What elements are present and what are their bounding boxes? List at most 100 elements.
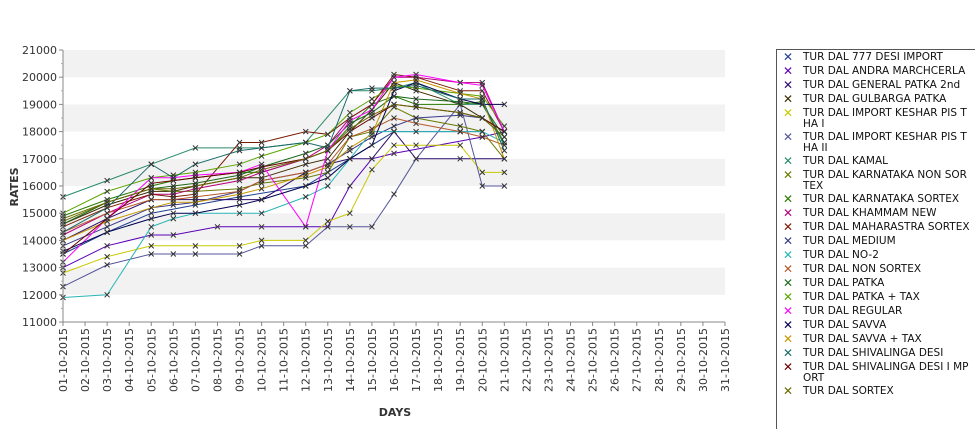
x-tick-label: 09-10-2015 <box>234 328 247 392</box>
data-point-marker <box>192 242 199 249</box>
legend-marker-icon: ✕ <box>782 106 794 120</box>
data-point-marker <box>479 115 486 121</box>
data-point-marker <box>104 253 110 260</box>
legend-item: ✕ TUR DAL SHIVALINGA DESI I MPORT <box>777 360 975 384</box>
data-point-marker <box>258 139 265 146</box>
legend-marker-icon: ✕ <box>782 384 794 398</box>
y-tick-label: 11000 <box>22 316 57 329</box>
data-point-marker <box>501 147 508 154</box>
y-tick-label: 17000 <box>22 153 57 166</box>
x-tick-label: 17-10-2015 <box>410 328 423 392</box>
legend-label: TUR DAL IMPORT KESHAR PIS THA I <box>803 107 967 130</box>
data-point-marker <box>391 79 397 86</box>
series-line <box>62 73 505 228</box>
legend-item: ✕ TUR DAL PATKA + TAX <box>777 290 975 304</box>
x-tick-label: 14-10-2015 <box>344 328 357 392</box>
data-point-marker <box>258 223 265 230</box>
data-point-marker <box>391 115 397 121</box>
data-point-marker <box>347 126 353 132</box>
legend-item: ✕ TUR DAL KAMAL <box>777 154 975 168</box>
data-point-marker <box>258 210 265 217</box>
legend-item: ✕ TUR DAL KHAMMAM NEW <box>777 206 975 220</box>
data-point-marker <box>148 210 155 217</box>
data-point-marker <box>148 174 155 181</box>
data-point-marker <box>302 242 309 249</box>
data-point-marker <box>236 147 243 154</box>
data-point-marker <box>236 196 243 203</box>
data-point-marker <box>457 79 464 86</box>
x-tick-label: 28-10-2015 <box>653 328 666 392</box>
data-point-marker <box>302 128 309 135</box>
legend-marker-icon: ✕ <box>782 262 794 276</box>
legend-label: TUR DAL KAMAL <box>803 155 888 167</box>
legend-item: ✕ TUR DAL GENERAL PATKA 2nd <box>777 78 975 92</box>
data-point-marker <box>369 155 375 162</box>
series-line <box>62 95 505 225</box>
data-point-marker <box>236 169 243 176</box>
data-point-marker <box>258 153 265 159</box>
data-point-marker <box>192 210 199 217</box>
data-point-marker <box>501 128 508 135</box>
data-point-marker <box>104 215 110 222</box>
series-line <box>62 117 505 233</box>
grid-band <box>63 158 725 186</box>
legend-label: TUR DAL MEDIUM <box>803 235 896 247</box>
x-tick-label: 12-10-2015 <box>300 328 313 392</box>
x-tick-label: 19-10-2015 <box>454 328 467 392</box>
y-tick-label: 16000 <box>22 180 57 193</box>
data-point-marker <box>214 223 221 230</box>
legend-label: TUR DAL SHIVALINGA DESI <box>803 347 944 359</box>
data-point-marker <box>347 183 353 189</box>
data-point-marker <box>170 185 177 192</box>
x-tick-label: 21-10-2015 <box>498 328 511 392</box>
legend-label: TUR DAL 777 DESI IMPORT <box>803 51 943 63</box>
data-point-marker <box>369 131 375 138</box>
data-point-marker <box>391 74 397 81</box>
legend-label: TUR DAL GULBARGA PATKA <box>803 93 947 105</box>
data-point-marker <box>258 196 265 203</box>
y-tick-label: 21000 <box>22 44 57 57</box>
series-11 <box>60 71 508 230</box>
data-point-marker <box>148 161 155 168</box>
x-axis-title: DAYS <box>379 406 412 419</box>
legend-item: ✕ TUR DAL SORTEX <box>777 384 975 398</box>
data-point-marker <box>148 223 155 230</box>
x-tick-label: 29-10-2015 <box>675 328 688 392</box>
data-point-marker <box>324 223 331 230</box>
legend-item: ✕ TUR DAL IMPORT KESHAR PIS THA II <box>777 130 975 154</box>
data-point-marker <box>347 87 353 94</box>
series-layer <box>60 71 508 301</box>
x-tick-label: 11-10-2015 <box>278 328 291 392</box>
legend-marker-icon: ✕ <box>782 78 794 92</box>
x-tick-label: 07-10-2015 <box>189 328 202 392</box>
grid-band <box>63 50 725 78</box>
grid-band <box>63 213 725 241</box>
x-tick-label: 16-10-2015 <box>388 328 401 392</box>
x-tick-label: 04-10-2015 <box>123 328 136 392</box>
data-point-marker <box>148 251 155 257</box>
data-point-marker <box>369 142 375 149</box>
data-point-marker <box>347 134 353 140</box>
legend-marker-icon: ✕ <box>782 360 794 374</box>
data-point-marker <box>479 128 486 135</box>
y-tick-label: 15000 <box>22 207 57 220</box>
series-22 <box>60 101 508 225</box>
data-point-marker <box>324 174 331 181</box>
y-tick-label: 19000 <box>22 98 57 111</box>
series-line <box>62 103 505 222</box>
legend-item: ✕ TUR DAL NON SORTEX <box>777 262 975 276</box>
legend-label: TUR DAL SAVVA + TAX <box>803 333 922 345</box>
series-line <box>62 84 505 233</box>
x-tick-label: 10-10-2015 <box>256 328 269 392</box>
data-point-marker <box>302 161 309 168</box>
data-point-marker <box>347 109 353 116</box>
x-tick-label: 24-10-2015 <box>565 328 578 392</box>
x-tick-label: 15-10-2015 <box>366 328 379 392</box>
data-point-marker <box>413 82 419 89</box>
data-point-marker <box>369 85 375 91</box>
legend-marker-icon: ✕ <box>782 206 794 220</box>
data-point-marker <box>148 204 155 211</box>
y-tick-label: 18000 <box>22 126 57 139</box>
legend-marker-icon: ✕ <box>782 290 794 304</box>
data-point-marker <box>324 164 331 170</box>
